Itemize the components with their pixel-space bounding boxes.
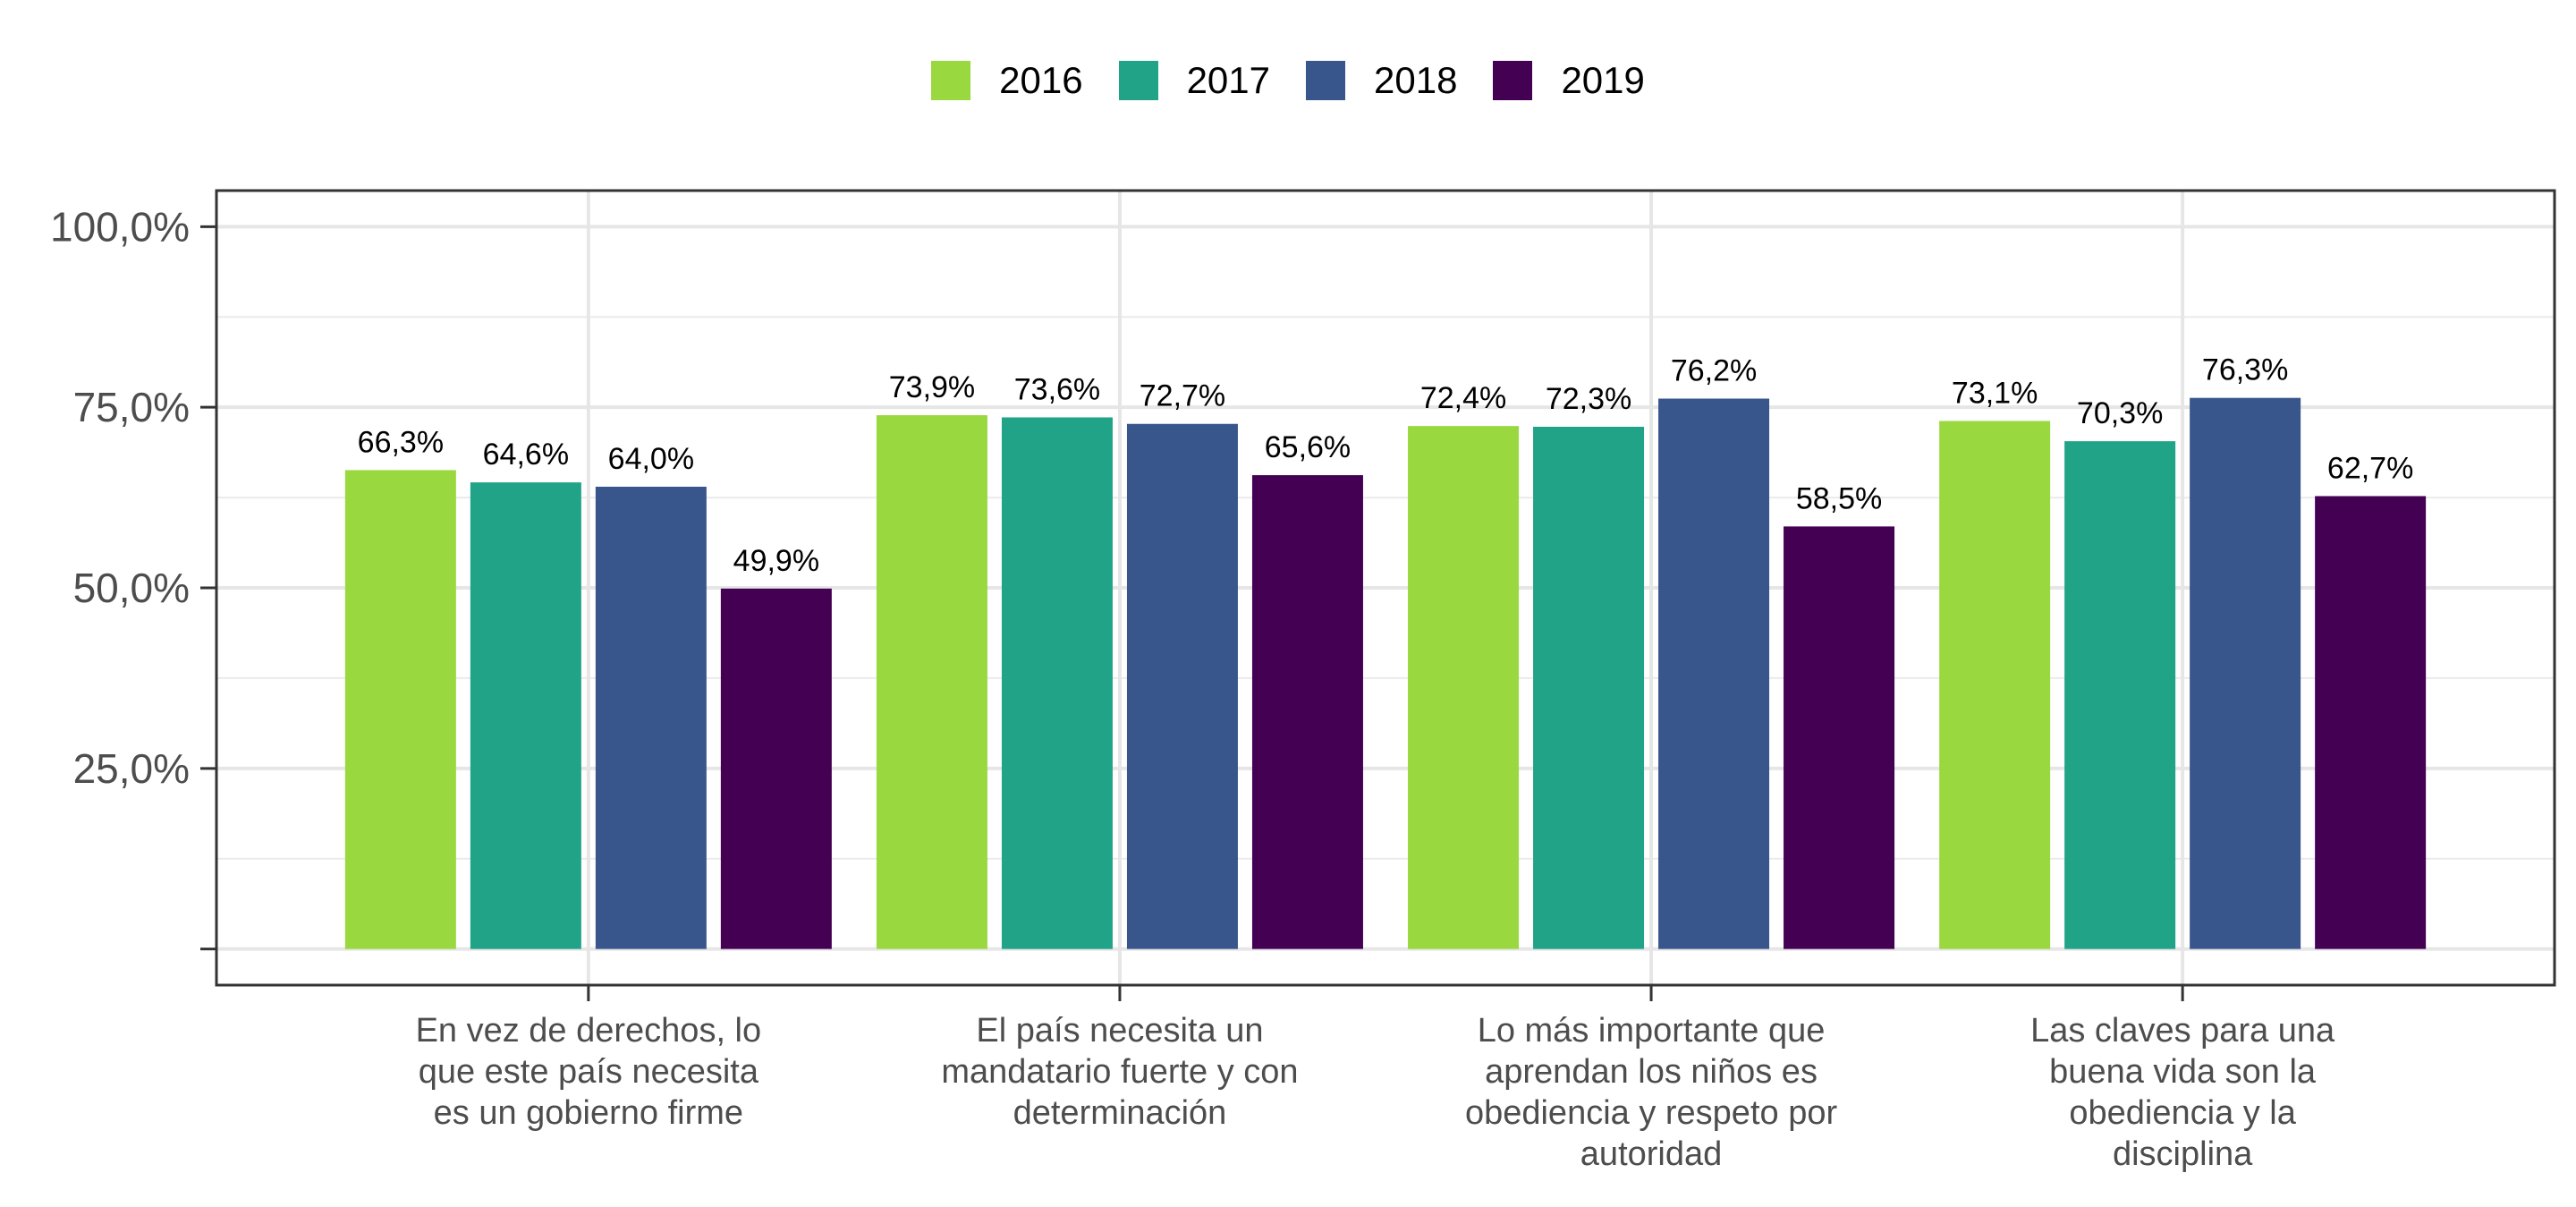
legend-item: 2016 xyxy=(931,59,1083,102)
legend-label: 2018 xyxy=(1374,59,1458,101)
data-label: 72,7% xyxy=(1140,379,1225,413)
data-label: 70,3% xyxy=(2077,396,2163,430)
legend-swatch xyxy=(1118,61,1158,100)
bar xyxy=(1001,417,1113,949)
bar xyxy=(2190,397,2301,949)
y-tick-label: 25,0% xyxy=(73,745,190,792)
legend-label: 2017 xyxy=(1186,59,1270,101)
y-tick-label: 50,0% xyxy=(73,565,190,611)
bar xyxy=(876,415,987,949)
bar xyxy=(720,588,832,949)
legend-item: 2018 xyxy=(1306,59,1457,102)
data-label: 73,6% xyxy=(1014,372,1100,406)
bar xyxy=(1533,426,1645,949)
data-label: 76,3% xyxy=(2202,353,2288,387)
y-tick-label: 100,0% xyxy=(50,203,190,250)
legend: 2016 2017 2018 2019 xyxy=(0,54,2576,107)
data-label: 76,2% xyxy=(1671,353,1757,387)
legend-swatch xyxy=(1306,61,1345,100)
bar xyxy=(2315,496,2427,949)
bar xyxy=(1408,426,1520,949)
bar xyxy=(1126,423,1238,949)
bar xyxy=(2064,441,2176,949)
legend-label: 2019 xyxy=(1561,59,1645,101)
x-tick-label: Las claves para una buena vida son la obed… xyxy=(2030,1012,2335,1173)
legend-item: 2017 xyxy=(1118,59,1270,102)
bar xyxy=(470,482,581,949)
data-label: 73,1% xyxy=(1952,377,2038,411)
bar xyxy=(1251,475,1363,949)
data-label: 64,6% xyxy=(483,438,569,472)
bar xyxy=(1939,421,2051,949)
legend-item: 2019 xyxy=(1493,59,1645,102)
bar xyxy=(595,486,707,949)
data-label: 72,3% xyxy=(1546,382,1631,416)
x-tick-label: En vez de derechos, lo que este país nece… xyxy=(416,1012,762,1132)
data-label: 62,7% xyxy=(2327,451,2413,485)
data-label: 49,9% xyxy=(733,544,819,578)
bar xyxy=(1784,526,1895,949)
data-label: 58,5% xyxy=(1796,481,1882,515)
data-label: 73,9% xyxy=(889,370,975,404)
bar xyxy=(1658,398,1770,949)
data-label: 66,3% xyxy=(358,425,444,459)
data-label: 65,6% xyxy=(1265,430,1351,464)
legend-swatch xyxy=(1493,61,1533,100)
data-label: 72,4% xyxy=(1420,381,1506,415)
bar xyxy=(344,470,456,949)
y-tick-label: 75,0% xyxy=(73,384,190,430)
legend-swatch xyxy=(931,61,971,100)
data-label: 64,0% xyxy=(608,442,694,476)
legend-label: 2016 xyxy=(999,59,1083,101)
x-tick-label: El país necesita un mandatario fuerte y c… xyxy=(941,1012,1298,1132)
x-tick-label: Lo más importante que aprendan los niños … xyxy=(1465,1012,1838,1173)
